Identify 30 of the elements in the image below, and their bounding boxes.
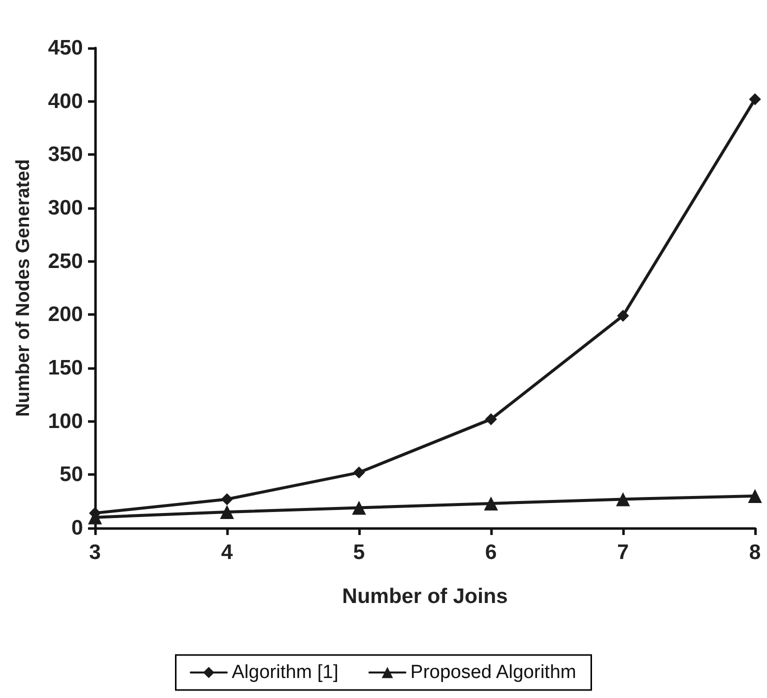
point xyxy=(485,413,497,426)
y-tick-label: 300 xyxy=(48,196,83,220)
x-tick-label: 6 xyxy=(485,541,497,564)
x-tick-label: 4 xyxy=(221,541,234,564)
x-axis-title: Number of Joins xyxy=(342,585,508,608)
y-tick-label: 400 xyxy=(48,90,83,113)
legend-label: Algorithm [1] xyxy=(232,662,338,683)
point xyxy=(484,496,498,510)
y-tick-label: 100 xyxy=(48,410,83,433)
x-tick-label: 7 xyxy=(617,541,629,564)
point xyxy=(220,505,234,519)
point xyxy=(749,93,761,106)
y-tick-label: 200 xyxy=(48,303,83,326)
point xyxy=(353,466,365,479)
y-tick-label: 150 xyxy=(48,356,83,380)
y-tick-label: 0 xyxy=(71,516,83,540)
point xyxy=(352,500,366,515)
y-axis-title: Number of Nodes Generated xyxy=(13,159,34,417)
point xyxy=(748,489,762,503)
x-tick-label: 3 xyxy=(89,541,101,564)
point xyxy=(617,310,629,322)
x-tick-label: 5 xyxy=(353,541,366,564)
y-tick-label: 50 xyxy=(60,463,83,486)
x-tick-label: 8 xyxy=(749,541,762,564)
legend-label: Proposed Algorithm xyxy=(410,662,576,683)
point xyxy=(221,493,233,506)
y-tick-label: 350 xyxy=(48,143,83,166)
point xyxy=(616,492,630,506)
y-tick-label: 250 xyxy=(48,250,83,273)
y-tick-label: 450 xyxy=(48,36,83,60)
